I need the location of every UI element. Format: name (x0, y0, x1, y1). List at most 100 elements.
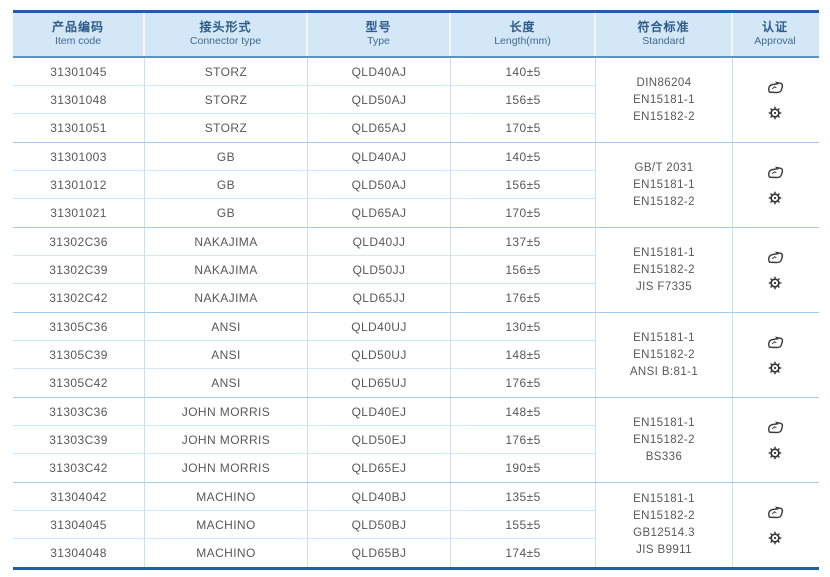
cell-approval (733, 313, 817, 397)
product-group-gb: 31301003 GB QLD40AJ 140±5 31301012 GB QL… (13, 143, 819, 228)
cell-length: 174±5 (451, 539, 596, 567)
standard-line: EN15181-1 (633, 178, 695, 191)
cell-connector-type: GB (145, 143, 308, 171)
cell-length: 155±5 (451, 511, 596, 539)
cell-connector-type: ANSI (145, 369, 308, 397)
column-header-type: 型号 Type (308, 13, 451, 56)
cell-length: 176±5 (451, 369, 596, 397)
product-table: 产品编码 Item code 接头形式 Connector type 型号 Ty… (13, 10, 819, 570)
cell-type: QLD65JJ (308, 284, 451, 312)
standard-line: JIS B9911 (636, 544, 692, 556)
product-group-nakajima: 31302C36 NAKAJIMA QLD40JJ 137±5 31302C39… (13, 228, 819, 313)
product-group-john-morris: 31303C36 JOHN MORRIS QLD40EJ 148±5 31303… (13, 398, 819, 483)
cell-length: 176±5 (451, 284, 596, 312)
cell-approval (733, 483, 817, 567)
cell-connector-type: MACHINO (145, 511, 308, 539)
cell-standards: EN15181-1 EN15182-2 ANSI B:81-1 (596, 313, 733, 397)
standard-line: EN15181-1 (633, 331, 695, 344)
cell-length: 137±5 (451, 228, 596, 256)
header-zh: 产品编码 (51, 20, 104, 35)
standard-line: GB12514.3 (633, 527, 695, 539)
cell-length: 156±5 (451, 171, 596, 199)
cell-connector-type: JOHN MORRIS (145, 426, 308, 454)
cell-connector-type: STORZ (145, 58, 308, 86)
cell-length: 140±5 (451, 143, 596, 171)
header-zh: 接头形式 (199, 20, 252, 35)
cell-item-code: 31304045 (13, 511, 145, 539)
cell-length: 176±5 (451, 426, 596, 454)
cell-standards: EN15181-1 EN15182-2 GB12514.3 JIS B9911 (596, 483, 733, 567)
cell-standards: EN15181-1 EN15182-2 BS336 (596, 398, 733, 482)
column-header-item-code: 产品编码 Item code (13, 13, 145, 56)
cell-item-code: 31305C36 (13, 313, 145, 341)
cell-connector-type: JOHN MORRIS (145, 454, 308, 482)
cell-item-code: 31302C42 (13, 284, 145, 312)
cell-connector-type: MACHINO (145, 539, 308, 567)
standard-line: EN15182-2 (633, 348, 695, 361)
header-en: Item code (54, 35, 102, 48)
cell-standards: DIN86204 EN15181-1 EN15182-2 (596, 58, 733, 142)
standard-line: EN15181-1 (633, 246, 695, 259)
column-header-standard: 符合标准 Standard (596, 13, 733, 56)
header-zh: 型号 (365, 20, 392, 35)
standard-line: EN15182-2 (633, 510, 695, 522)
standard-line: EN15182-2 (633, 263, 695, 276)
cell-item-code: 31303C42 (13, 454, 145, 482)
certificate-mark-icon (767, 505, 783, 518)
cell-type: QLD65AJ (308, 199, 451, 227)
header-en: Length(mm) (494, 35, 551, 48)
cell-type: QLD50JJ (308, 256, 451, 284)
cell-length: 156±5 (451, 256, 596, 284)
cell-type: QLD50AJ (308, 171, 451, 199)
cell-length: 130±5 (451, 313, 596, 341)
certificate-mark-icon (767, 80, 783, 93)
certificate-mark-icon (767, 420, 783, 433)
standard-line: EN15181-1 (633, 93, 695, 106)
cell-connector-type: ANSI (145, 313, 308, 341)
cell-item-code: 31301003 (13, 143, 145, 171)
cell-type: QLD50UJ (308, 341, 451, 369)
gear-wheel-icon (768, 531, 782, 544)
header-zh: 符合标准 (637, 20, 690, 35)
column-header-connector-type: 接头形式 Connector type (145, 13, 308, 56)
gear-wheel-icon (768, 191, 782, 204)
gear-wheel-icon (768, 361, 782, 374)
cell-type: QLD40AJ (308, 58, 451, 86)
cell-connector-type: GB (145, 171, 308, 199)
standard-line: EN15182-2 (633, 110, 695, 123)
standard-line: GB/T 2031 (634, 161, 694, 174)
cell-connector-type: STORZ (145, 86, 308, 114)
cell-connector-type: GB (145, 199, 308, 227)
cell-approval (733, 58, 817, 142)
cell-type: QLD65UJ (308, 369, 451, 397)
cell-approval (733, 143, 817, 227)
table-header-row: 产品编码 Item code 接头形式 Connector type 型号 Ty… (13, 13, 819, 58)
header-zh: 认证 (761, 20, 788, 35)
cell-type: QLD65BJ (308, 539, 451, 567)
product-group-storz: 31301045 STORZ QLD40AJ 140±5 31301048 ST… (13, 58, 819, 143)
cell-type: QLD40UJ (308, 313, 451, 341)
cell-type: QLD40BJ (308, 483, 451, 511)
cell-item-code: 31303C39 (13, 426, 145, 454)
cell-item-code: 31301045 (13, 58, 145, 86)
cell-connector-type: STORZ (145, 114, 308, 142)
cell-item-code: 31301048 (13, 86, 145, 114)
certificate-mark-icon (767, 250, 783, 263)
cell-connector-type: JOHN MORRIS (145, 398, 308, 426)
cell-connector-type: MACHINO (145, 483, 308, 511)
header-en: Connector type (189, 35, 262, 48)
cell-type: QLD65AJ (308, 114, 451, 142)
header-en: Type (367, 35, 390, 48)
standard-line: EN15182-2 (633, 433, 695, 446)
gear-wheel-icon (768, 106, 782, 119)
cell-connector-type: NAKAJIMA (145, 284, 308, 312)
column-header-approval: 认证 Approval (733, 13, 817, 56)
header-zh: 长度 (509, 20, 536, 35)
cell-item-code: 31301012 (13, 171, 145, 199)
cell-length: 148±5 (451, 398, 596, 426)
cell-type: QLD40AJ (308, 143, 451, 171)
product-group-ansi: 31305C36 ANSI QLD40UJ 130±5 31305C39 ANS… (13, 313, 819, 398)
gear-wheel-icon (768, 276, 782, 289)
cell-length: 170±5 (451, 114, 596, 142)
